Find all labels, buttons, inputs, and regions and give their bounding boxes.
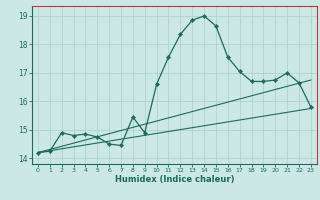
X-axis label: Humidex (Indice chaleur): Humidex (Indice chaleur) <box>115 175 234 184</box>
